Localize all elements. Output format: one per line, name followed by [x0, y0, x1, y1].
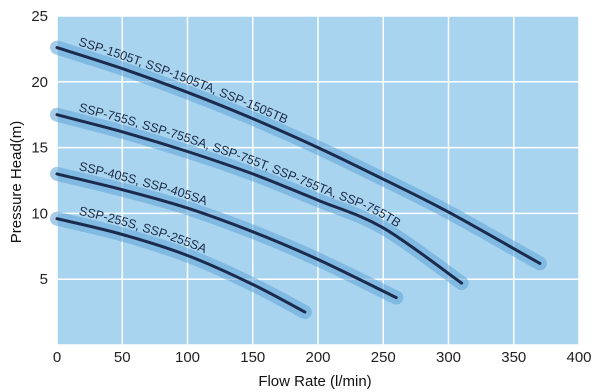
y-tick-label: 25: [31, 8, 48, 25]
x-tick-labels: 0 50 100 150 200 250 300 350 400: [53, 349, 592, 366]
y-tick-label: 20: [31, 74, 48, 91]
y-tick-label: 5: [40, 271, 48, 288]
x-tick-label: 300: [436, 349, 461, 366]
x-tick-label: 350: [501, 349, 526, 366]
series-line: [55, 217, 307, 314]
x-tick-label: 200: [305, 349, 330, 366]
series-line: [55, 46, 542, 265]
x-tick-label: 400: [566, 349, 591, 366]
grid-lines: [56, 15, 580, 346]
x-tick-label: 50: [114, 349, 131, 366]
x-tick-label: 250: [371, 349, 396, 366]
series-line: [55, 172, 398, 300]
y-tick-label: 15: [31, 140, 48, 157]
series-line: [55, 113, 464, 285]
x-axis-label: Flow Rate (l/min): [258, 373, 371, 390]
x-tick-label: 150: [240, 349, 265, 366]
y-tick-label: 10: [31, 205, 48, 222]
x-tick-label: 100: [175, 349, 200, 366]
y-axis-label: Pressure Head(m): [8, 121, 25, 244]
y-tick-labels: 5 10 15 20 25: [31, 8, 48, 288]
x-tick-label: 0: [53, 349, 61, 366]
